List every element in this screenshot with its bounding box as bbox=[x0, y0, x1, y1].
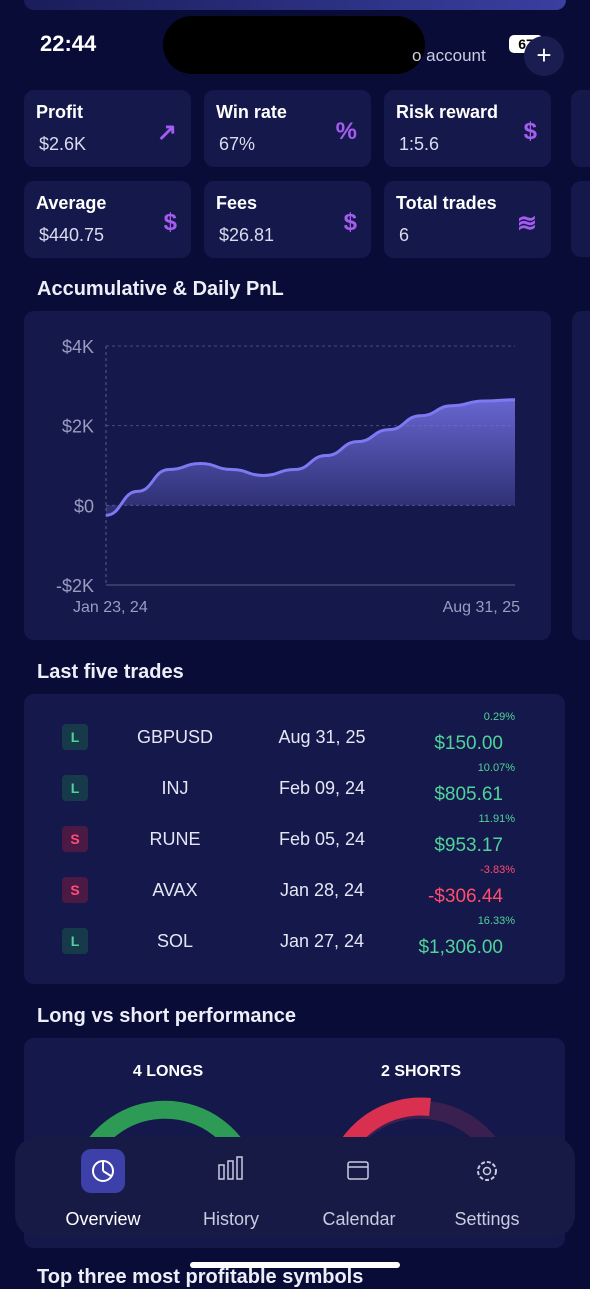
stat-label: Win rate bbox=[216, 102, 287, 122]
side-badge: L bbox=[62, 928, 88, 954]
trade-symbol: SOL bbox=[156, 931, 194, 951]
stat-card: Profit $2.6K ↗ bbox=[24, 90, 191, 167]
stat-value: 1:5.6 bbox=[399, 134, 440, 154]
area-line bbox=[105, 398, 516, 517]
add-button[interactable]: + bbox=[524, 36, 564, 76]
dynamic-island bbox=[163, 16, 425, 74]
trade-amount: $1,306.00 bbox=[418, 937, 503, 958]
trade-change: -3.83% bbox=[480, 864, 515, 876]
trade-symbol: GBPUSD bbox=[136, 727, 214, 747]
chart: $4K $2K $0 -$2K Jan 23, 24 Aug 31, 25 bbox=[56, 337, 521, 616]
nav-overview[interactable]: Overview bbox=[65, 1209, 141, 1229]
trade-symbol: INJ bbox=[161, 778, 189, 798]
trade-amount: -$306.44 bbox=[427, 886, 503, 907]
stat-value: $2.6K bbox=[39, 134, 87, 154]
stat-icon: $ bbox=[163, 209, 177, 236]
x-tick-label: Aug 31, 25 bbox=[443, 599, 521, 616]
bottom-nav: Overview History Calendar Settings bbox=[15, 1137, 575, 1237]
longs-label: 4 LONGS bbox=[132, 1063, 204, 1080]
stat-label: Fees bbox=[216, 193, 258, 213]
nav-calendar[interactable]: Calendar bbox=[322, 1209, 396, 1229]
area-fill bbox=[106, 399, 515, 516]
stat-label: Profit bbox=[36, 102, 83, 122]
partial-card bbox=[572, 311, 590, 640]
home-indicator bbox=[190, 1262, 400, 1268]
trades-card bbox=[24, 694, 565, 984]
trade-date: Aug 31, 25 bbox=[278, 727, 366, 747]
section-title: Top three most profitable symbols bbox=[37, 1266, 364, 1288]
trade-date: Feb 09, 24 bbox=[278, 778, 366, 798]
stat-card: Total trades 6 ≋ bbox=[384, 181, 551, 258]
trade-amount: $953.17 bbox=[434, 835, 503, 856]
shorts-label: 2 SHORTS bbox=[380, 1063, 461, 1080]
trade-row: S AVAX Jan 28, 24 -$306.44 -3.83% bbox=[24, 864, 565, 910]
y-tick-label: -$2K bbox=[56, 576, 94, 596]
stat-icon: ↗ bbox=[156, 119, 177, 146]
y-tick-label: $4K bbox=[62, 337, 94, 357]
stat-label: Total trades bbox=[396, 193, 497, 213]
trade-change: 10.07% bbox=[477, 762, 515, 774]
trade-amount: $805.61 bbox=[434, 784, 503, 805]
y-tick-label: $0 bbox=[74, 496, 94, 516]
nav-icons bbox=[92, 1156, 497, 1182]
stat-icon: $ bbox=[523, 118, 537, 145]
side-badge: S bbox=[62, 877, 88, 903]
trade-row: L SOL Jan 27, 24 $1,306.00 16.33% bbox=[24, 915, 565, 961]
trade-date: Jan 28, 24 bbox=[279, 880, 365, 900]
stat-icon: $ bbox=[343, 209, 357, 236]
trade-date: Jan 27, 24 bbox=[279, 931, 365, 951]
status-time: 22:44 bbox=[40, 31, 97, 56]
stat-value: $440.75 bbox=[39, 225, 105, 245]
side-badge: L bbox=[62, 724, 88, 750]
trade-change: 11.91% bbox=[478, 813, 516, 825]
partial-card bbox=[571, 90, 590, 167]
stat-value: $26.81 bbox=[219, 225, 275, 245]
stat-value: 67% bbox=[219, 134, 256, 154]
stat-value: 6 bbox=[399, 225, 410, 245]
trade-row: S RUNE Feb 05, 24 $953.17 11.91% bbox=[24, 813, 565, 859]
top-banner bbox=[24, 0, 566, 10]
stat-card: Fees $26.81 $ bbox=[204, 181, 371, 258]
nav-history[interactable]: History bbox=[202, 1209, 259, 1229]
stat-card: Risk reward 1:5.6 $ bbox=[384, 90, 551, 167]
trade-row: L GBPUSD Aug 31, 25 $150.00 0.29% bbox=[24, 711, 565, 757]
trade-symbol: AVAX bbox=[152, 880, 198, 900]
section-title: Long vs short performance bbox=[37, 1005, 296, 1027]
stat-label: Risk reward bbox=[396, 102, 499, 122]
side-badge: S bbox=[62, 826, 88, 852]
nav-settings[interactable]: Settings bbox=[454, 1209, 520, 1229]
trade-amount: $150.00 bbox=[434, 733, 503, 754]
y-tick-label: $2K bbox=[62, 417, 94, 437]
stat-icon: % bbox=[335, 118, 357, 145]
trade-date: Feb 05, 24 bbox=[278, 829, 366, 849]
side-badge: L bbox=[62, 775, 88, 801]
stat-card: Average $440.75 $ bbox=[24, 181, 191, 258]
x-tick-label: Jan 23, 24 bbox=[73, 599, 148, 616]
section-title: Last five trades bbox=[37, 661, 184, 683]
trade-row: L INJ Feb 09, 24 $805.61 10.07% bbox=[24, 762, 565, 808]
trade-change: 0.29% bbox=[483, 711, 515, 723]
stat-label: Average bbox=[36, 193, 107, 213]
trade-change: 16.33% bbox=[477, 915, 515, 927]
stat-icon: ≋ bbox=[516, 210, 537, 237]
section-title: Accumulative & Daily PnL bbox=[37, 278, 284, 300]
account-button[interactable]: o account bbox=[412, 46, 486, 65]
partial-card bbox=[571, 181, 590, 257]
trade-symbol: RUNE bbox=[149, 829, 201, 849]
stat-card: Win rate 67%% bbox=[204, 90, 371, 167]
